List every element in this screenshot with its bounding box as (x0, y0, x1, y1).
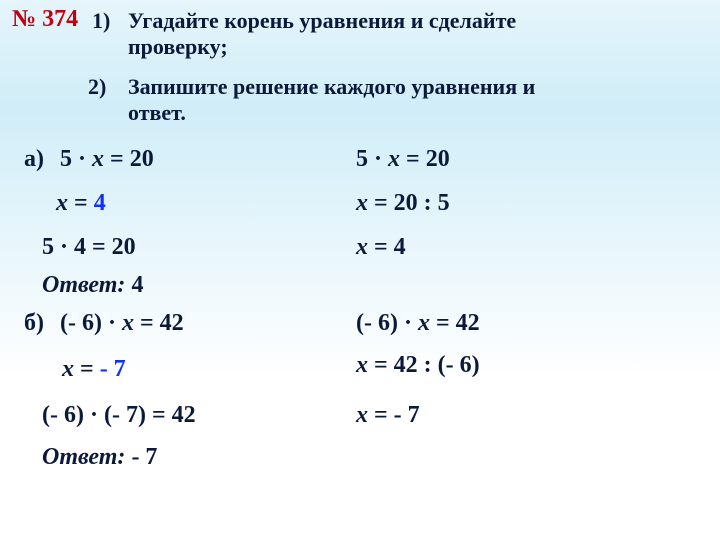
a-check: 5 · 4 = 20 (42, 234, 136, 261)
task-1-line1: Угадайте корень уравнения и сделайте (128, 8, 516, 34)
b-sol-res: х = - 7 (356, 402, 420, 429)
a-guess: х = 4 (56, 190, 106, 217)
b-sol-eq: (- 6) · х = 42 (356, 310, 480, 337)
b-sol-step: х = 42 : (- 6) (356, 352, 480, 379)
task-1-num: 1) (92, 8, 110, 34)
a-answer: Ответ: 4 (42, 272, 143, 299)
b-answer: Ответ: - 7 (42, 444, 157, 471)
task-1-line2: проверку; (128, 34, 228, 60)
task-2-line2: ответ. (128, 100, 186, 126)
a-sol-eq: 5 · х = 20 (356, 146, 450, 173)
task-2-line1: Запишите решение каждого уравнения и (128, 74, 535, 100)
a-equation-left: 5 · х = 20 (60, 146, 154, 173)
b-check: (- 6) · (- 7) = 42 (42, 402, 196, 429)
a-sol-res: х = 4 (356, 234, 406, 261)
exercise-number: № 374 (12, 6, 78, 33)
a-sol-step: х = 20 : 5 (356, 190, 450, 217)
b-equation-left: (- 6) · х = 42 (60, 310, 184, 337)
b-guess: х = - 7 (62, 356, 126, 383)
task-2-num: 2) (88, 74, 106, 100)
a-label: а) (24, 146, 44, 173)
b-label: б) (24, 310, 44, 337)
